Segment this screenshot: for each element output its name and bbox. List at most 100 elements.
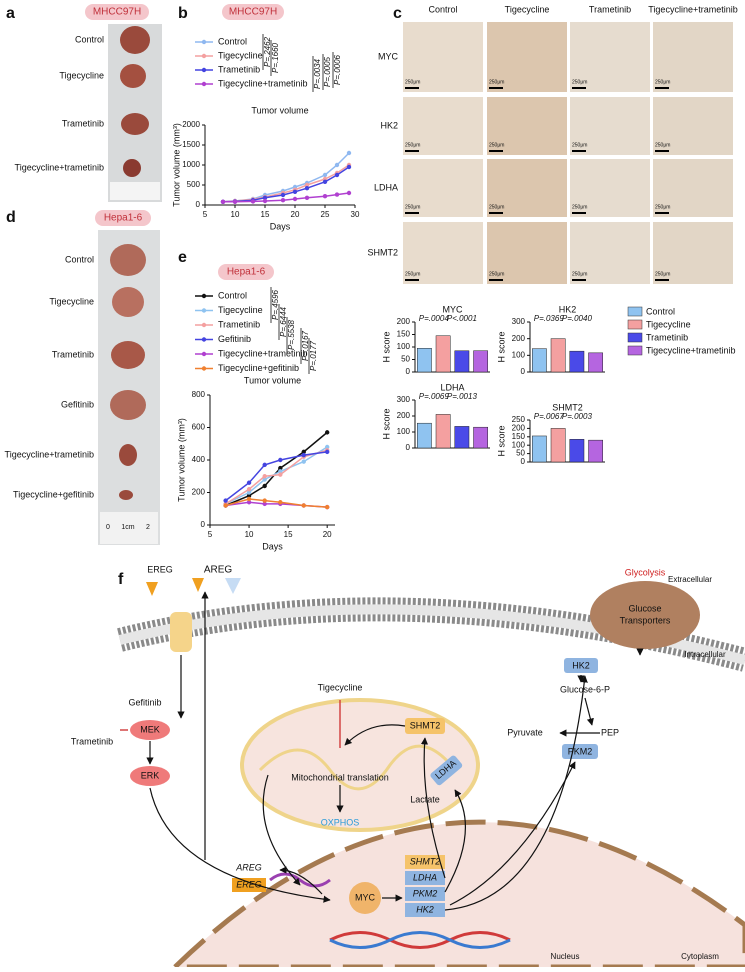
p-value: P<.0001	[447, 314, 477, 323]
p-value: P=.0369	[534, 314, 565, 323]
scale-bar-label: 250μm	[655, 142, 670, 148]
data-point	[280, 192, 286, 198]
node	[564, 658, 598, 673]
y-tick-label: 0	[196, 200, 201, 209]
ligand	[225, 578, 241, 594]
data-point	[322, 194, 328, 199]
legend-label: Tigecycline+trametinib	[218, 78, 307, 88]
data-point	[278, 472, 283, 477]
p-value: P=.0004	[419, 314, 450, 323]
p-value: P=.0005	[323, 56, 332, 87]
data-point	[278, 500, 283, 505]
pill	[218, 264, 274, 280]
y-tick-label: 500	[187, 180, 201, 189]
label: Intracellular	[684, 650, 726, 659]
chart-title: Tumor volume	[244, 375, 301, 385]
y-axis-label: H score	[381, 408, 391, 439]
node	[405, 718, 445, 734]
p-value: P=.2462	[263, 36, 272, 67]
data-point	[246, 500, 252, 505]
y-tick-label: 600	[192, 423, 206, 432]
ihc-image	[570, 222, 650, 284]
p-value: P=.0040	[562, 314, 593, 323]
scale-bar-label: 250μm	[489, 204, 504, 210]
legend-label: Trametinib	[218, 64, 260, 74]
data-point	[304, 195, 310, 200]
ihc-image	[653, 97, 733, 155]
scale-bar-label: 250μm	[655, 271, 670, 277]
p-value: P=.5538	[287, 319, 296, 350]
pill	[85, 4, 149, 20]
data-point	[262, 498, 267, 503]
ihc-image	[570, 22, 650, 92]
legend-label: Tigecycline	[218, 305, 263, 315]
y-tick-label: 1000	[182, 160, 200, 169]
label: AREG	[235, 862, 262, 872]
label: Glucose-6-P	[560, 684, 610, 694]
label: EREG	[147, 564, 173, 574]
label: SHMT2	[410, 720, 441, 730]
data-point	[246, 490, 252, 495]
label: Trametinib	[71, 736, 113, 746]
legend-marker	[201, 293, 207, 299]
pill	[95, 210, 151, 226]
data-point	[322, 179, 328, 184]
legend-label: Tigecycline+trametinib	[218, 348, 307, 358]
x-tick-label: 25	[321, 210, 330, 219]
group-label: Tigecycline+trametinib	[15, 162, 104, 172]
tumor	[120, 64, 146, 88]
label: Lactate	[410, 794, 440, 804]
x-tick-label: 15	[284, 530, 293, 539]
legend-label: Trametinib	[646, 332, 688, 342]
scale-bar-label: 250μm	[405, 204, 420, 210]
group-label: Tigecycline+gefitinib	[13, 489, 94, 499]
bar	[550, 338, 566, 373]
ihc-image	[487, 97, 567, 155]
data-point	[280, 198, 286, 203]
y-axis-label: H score	[381, 331, 391, 362]
node	[130, 720, 170, 740]
series-line	[223, 192, 350, 203]
legend-label: Trametinib	[218, 319, 260, 329]
panel-label: e	[178, 249, 187, 266]
p-value: P=.4596	[271, 289, 280, 320]
x-tick-label: 5	[203, 210, 208, 219]
label: Gefitinib	[128, 697, 161, 707]
pill	[222, 4, 284, 20]
data-point	[301, 452, 306, 458]
data-point	[262, 477, 267, 482]
bar	[473, 426, 488, 449]
scale-bar-label: 250μm	[572, 271, 587, 277]
p-value: P=.0034	[313, 58, 322, 89]
group-label: Trametinib	[62, 118, 104, 128]
x-axis-label: Days	[262, 541, 283, 551]
label: Extracellular	[668, 575, 712, 584]
tumor	[111, 341, 145, 369]
bar	[588, 439, 603, 463]
tumor	[110, 390, 146, 420]
data-point	[346, 190, 352, 196]
group-label: Control	[75, 34, 104, 44]
bar	[435, 414, 451, 449]
chart-title: Tumor volume	[251, 105, 308, 115]
label: EREG	[236, 879, 262, 889]
chart-title: HK2	[559, 304, 577, 314]
data-point	[301, 503, 306, 508]
group-label: Trametinib	[52, 349, 94, 359]
data-point	[292, 196, 298, 202]
label: MEK	[140, 724, 160, 734]
series-line	[225, 498, 328, 508]
panel-label: c	[393, 5, 402, 22]
label: Glucose	[628, 603, 661, 613]
data-point	[334, 162, 340, 168]
ihc-image	[570, 159, 650, 217]
group-label: Gefitinib	[61, 399, 94, 409]
tumor	[119, 490, 133, 500]
y-tick-label: 100	[397, 427, 411, 436]
series-line	[225, 449, 328, 505]
label: LDHA	[413, 872, 437, 882]
label: Cytoplasm	[681, 952, 719, 961]
data-point	[301, 449, 306, 455]
chart-title: MYC	[443, 304, 464, 314]
